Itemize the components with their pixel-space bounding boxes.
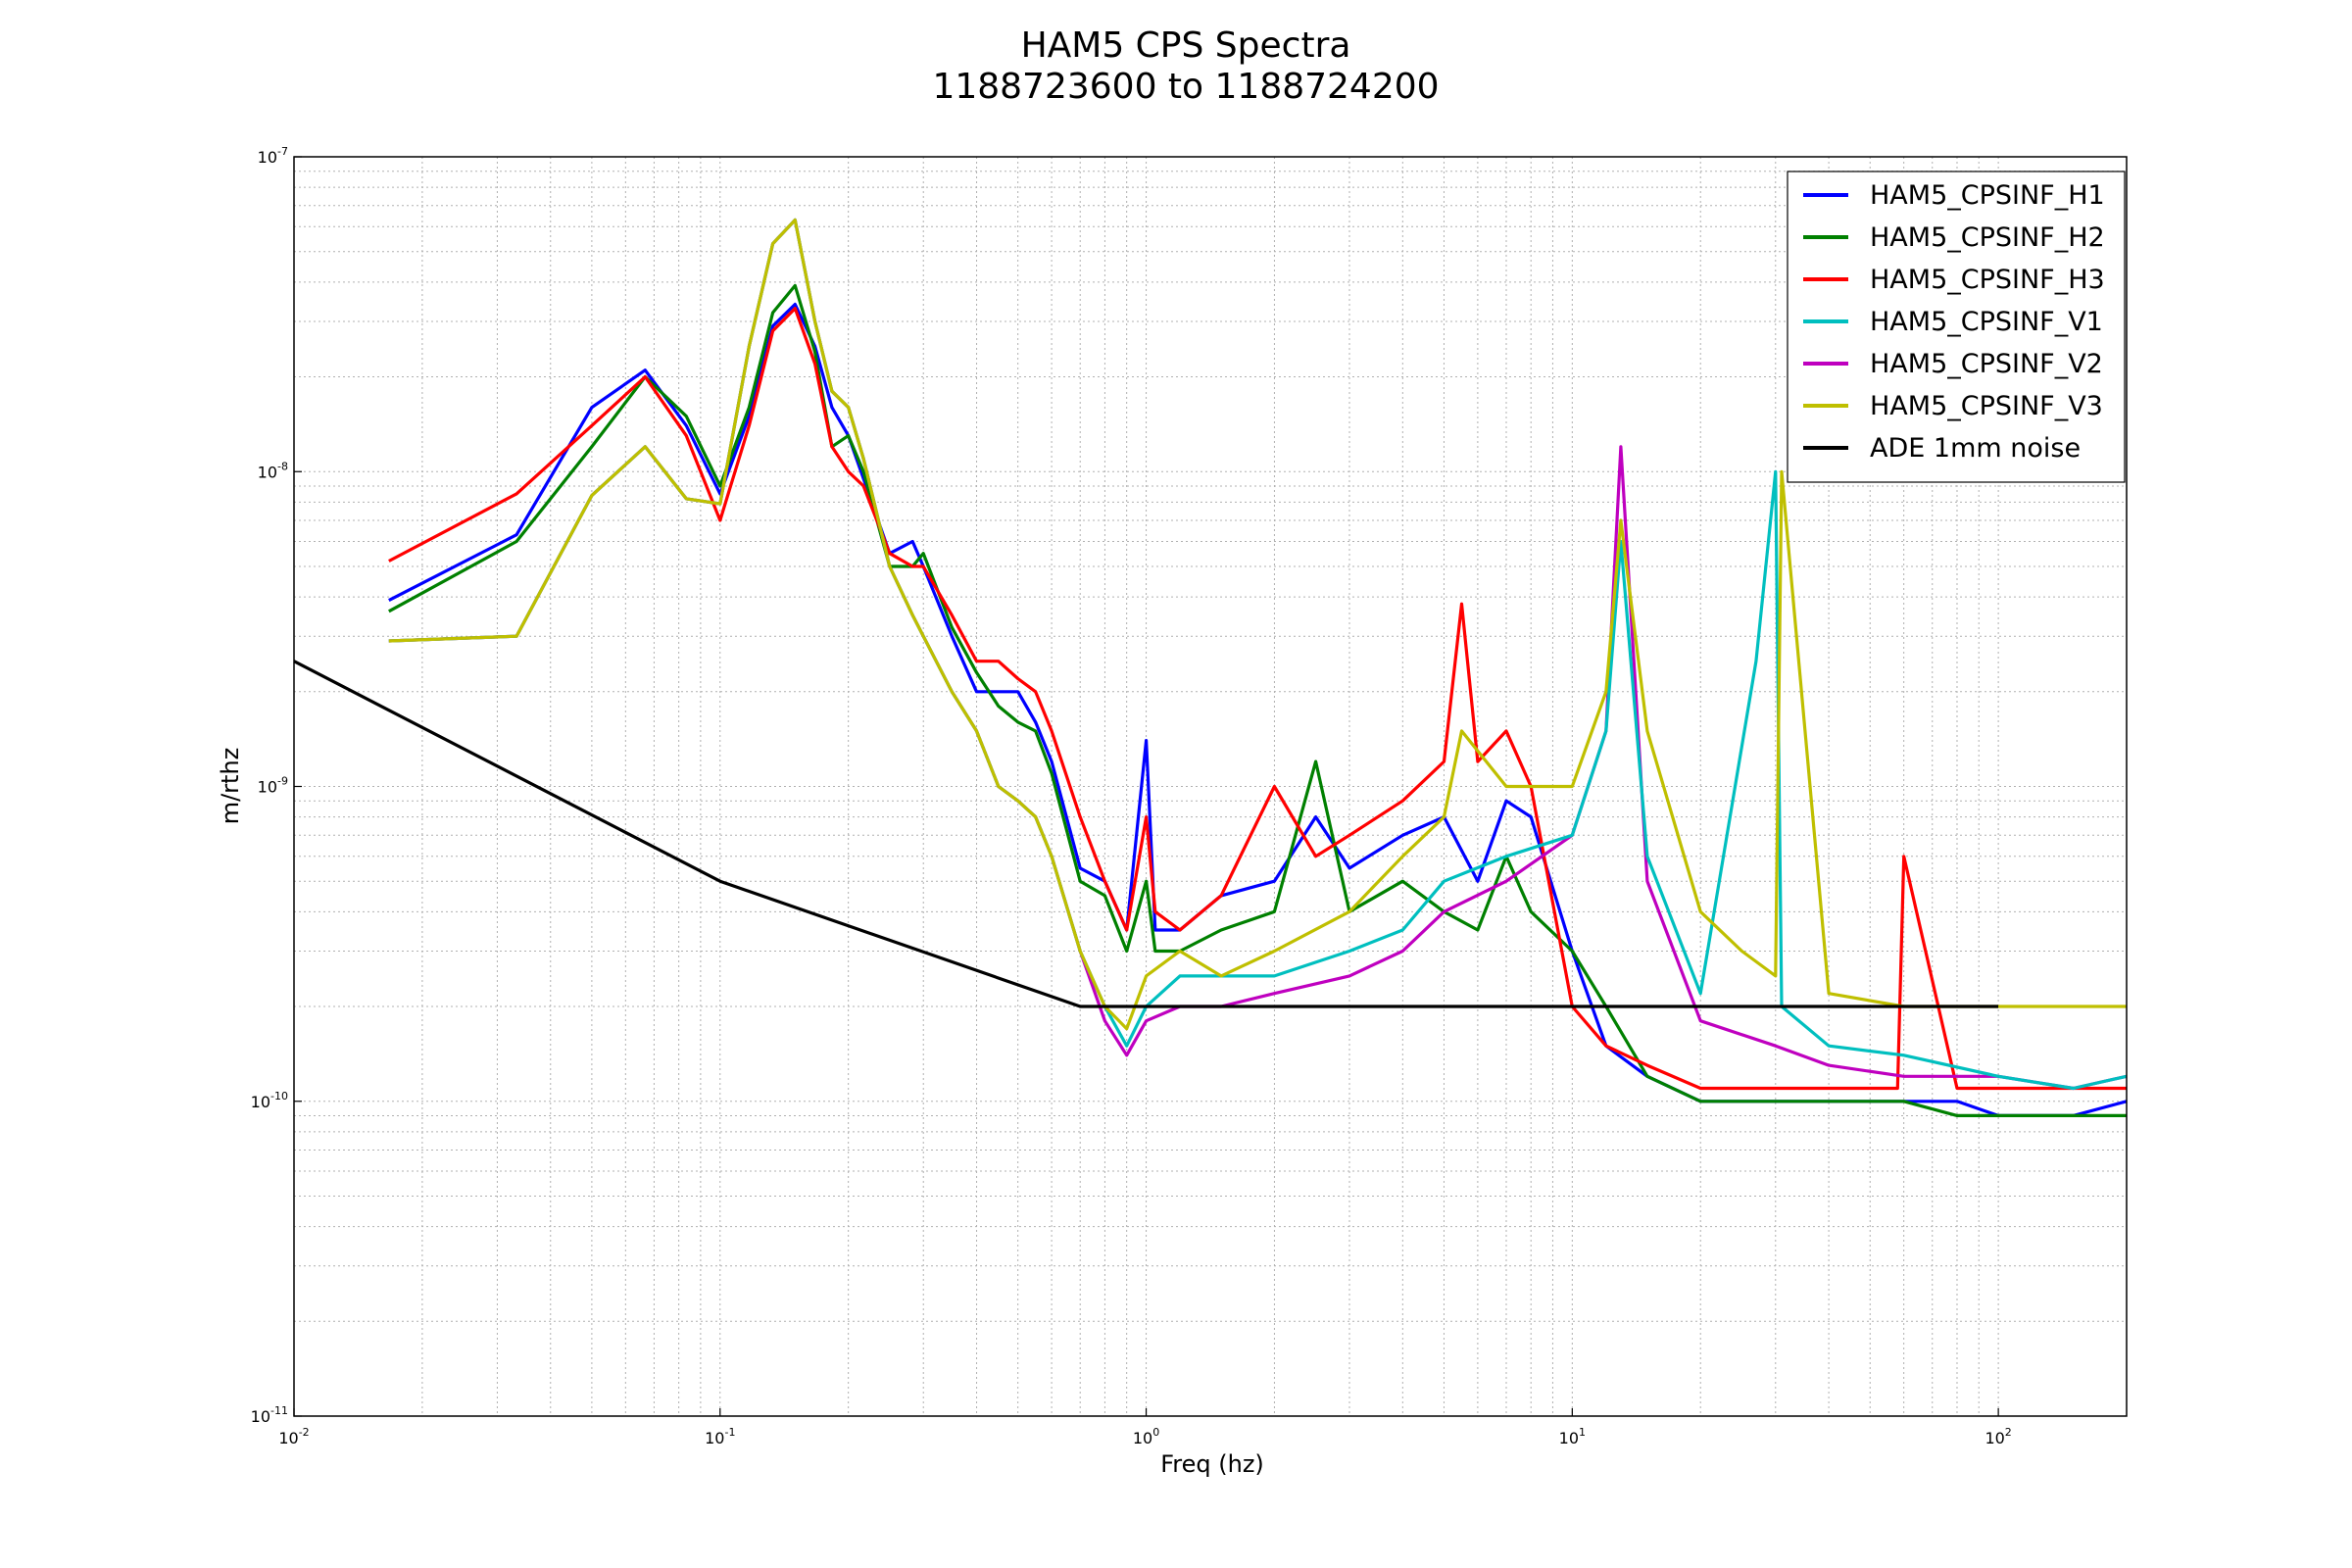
y-tick-label: 10-11 <box>251 1404 288 1426</box>
x-axis-label: Freq (hz) <box>1160 1450 1264 1478</box>
chart-subtitle: 1188723600 to 1188724200 <box>932 67 1439 107</box>
y-tick-label: 10-9 <box>258 775 288 797</box>
legend-box <box>1787 171 2126 483</box>
legend-label: HAM5_CPSINF_H1 <box>1870 180 2105 211</box>
series-layer <box>293 218 2128 1118</box>
legend-label: HAM5_CPSINF_H3 <box>1870 265 2105 295</box>
y-axis-label: m/rthz <box>217 748 244 825</box>
x-tick-label: 101 <box>1559 1426 1586 1447</box>
legend-label: HAM5_CPSINF_V3 <box>1870 391 2103 421</box>
series-line-ham5-cpsinf-h3 <box>388 307 2127 1091</box>
y-tick-label: 10-10 <box>251 1090 288 1111</box>
legend-label: HAM5_CPSINF_V2 <box>1870 349 2103 379</box>
y-tick-label: 10-8 <box>258 460 288 481</box>
legend: HAM5_CPSINF_H1 HAM5_CPSINF_H2 HAM5_CPSINF_… <box>1787 171 2126 483</box>
chart-title: HAM5 CPS Spectra <box>1021 25 1351 66</box>
legend-label: ADE 1mm noise <box>1870 433 2081 464</box>
y-tick-label: 10-7 <box>258 145 288 167</box>
x-tick-label: 10-2 <box>278 1426 309 1447</box>
series-line-ade-1mm-noise <box>293 660 1999 1008</box>
x-tick-label: 100 <box>1133 1426 1159 1447</box>
x-tick-label: 102 <box>1984 1426 2011 1447</box>
ticks: 10-2 10-1 100 101 102 10-11 10-10 10-9 10-8 10-7 <box>251 145 2012 1447</box>
series-line-ham5-cpsinf-h2 <box>388 283 2127 1118</box>
legend-label: HAM5_CPSINF_H2 <box>1870 222 2105 253</box>
legend-label: HAM5_CPSINF_V1 <box>1870 307 2103 337</box>
x-tick-label: 10-1 <box>705 1426 735 1447</box>
